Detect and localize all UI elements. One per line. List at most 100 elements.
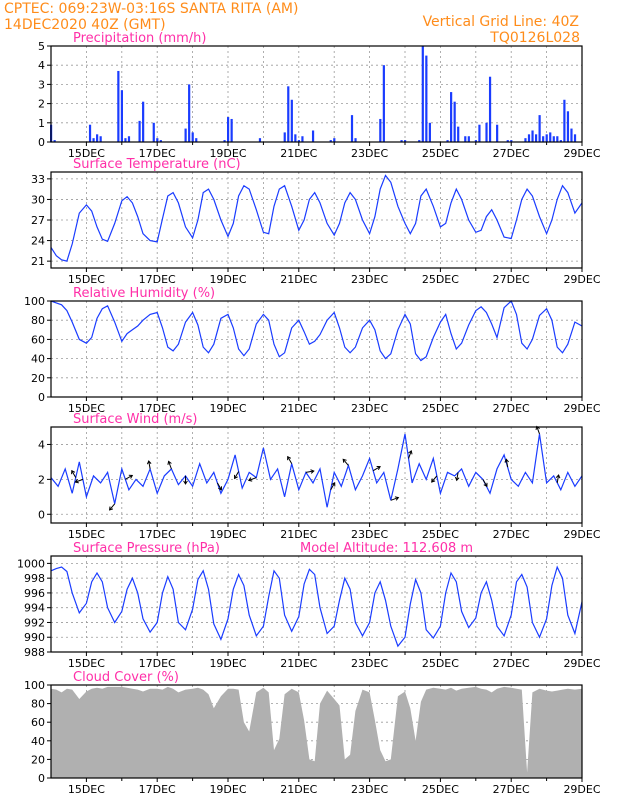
x-tick-label: 21DEC [280,528,317,541]
y-tick-label: 0 [38,136,45,149]
y-tick-label: 60 [31,333,45,346]
header-model-id: TQ0126L028 [489,30,580,46]
precip-bar [510,140,513,142]
precip-bar [488,76,492,142]
precip-bar [457,126,460,142]
precip-bar [534,134,538,142]
x-tick-label: 27DEC [493,528,530,541]
panel-5: Cloud Cover (%) 0 20 40 60 80 100 15DEC 17DEC 19D… [24,670,601,796]
y-tick-label: 992 [24,616,45,629]
precip-bar [195,138,198,142]
precip-bar [138,120,141,142]
series-line [50,433,583,508]
precip-bar [506,140,509,142]
precip-bar [230,118,233,142]
wind-arrow [454,472,460,482]
x-tick-label: 25DEC [422,273,459,286]
x-tick-label: 25DEC [422,657,459,670]
wind-arrow [216,482,222,491]
x-tick-label: 21DEC [280,147,317,160]
panel-3: Surface Wind (m/s) 0 2 4 15DEC 17DEC 19DEC 21DE… [38,412,601,541]
y-tick-label: 40 [31,353,45,366]
y-tick-label: 998 [24,572,45,585]
panel-1: Surface Temperature (nC) 21 24 27 30 33 15DEC 1… [31,157,601,286]
x-tick-label: 19DEC [209,528,246,541]
x-tick-label: 17DEC [139,273,176,286]
series-line [50,174,583,262]
panel-2: Relative Humidity (%) 0 20 40 60 80 100 15DEC 17… [24,286,601,415]
x-tick-label: 29DEC [563,783,600,796]
header-grid-note: Vertical Grid Line: 40Z [423,14,579,30]
precip-bar [156,138,159,142]
y-tick-label: 20 [31,753,45,766]
x-tick-label: 25DEC [422,147,459,160]
wind-arrow [146,460,152,469]
precip-bar [559,140,562,142]
wind-arrow [234,471,240,480]
x-tick-label: 23DEC [351,402,388,415]
x-tick-label: 29DEC [563,657,600,670]
wind-arrow [125,474,134,480]
precip-bar [400,140,403,142]
panel-subtitle: Model Altitude: 112.608 m [300,541,473,556]
y-tick-label: 1000 [17,557,45,570]
x-tick-label: 19DEC [209,783,246,796]
panel-frame [50,45,583,143]
y-tick-label: 30 [31,193,45,206]
panel-title: Surface Pressure (hPa) [73,541,220,556]
x-tick-label: 15DEC [68,657,105,670]
cloud-area [51,686,582,778]
precip-bar [453,101,456,142]
series-line [50,299,583,362]
y-tick-label: 20 [31,372,45,385]
wind-arrow [555,474,561,483]
precip-bar [333,138,336,142]
wind-arrow [287,455,293,464]
panel-frame [50,684,583,779]
precip-bar [117,70,120,142]
y-tick-label: 996 [24,587,45,600]
precip-bar [120,90,123,142]
precip-bar [467,136,470,142]
precip-bar [297,140,300,142]
precip-bar [311,130,315,142]
precip-bar [382,65,385,142]
precip-bar [418,140,421,142]
precip-bar [88,124,92,142]
precip-bar [552,136,555,142]
precip-bar [379,118,382,142]
precip-bar [53,140,56,142]
x-tick-label: 21DEC [280,402,317,415]
panel-title: Surface Temperature (nC) [73,157,241,172]
x-tick-label: 15DEC [68,402,105,415]
x-tick-label: 23DEC [351,273,388,286]
precip-bar [485,122,488,142]
x-tick-label: 23DEC [351,657,388,670]
precip-bar [527,134,531,142]
precip-bar [290,99,293,142]
precip-bar [287,86,290,142]
x-tick-label: 17DEC [139,402,176,415]
precip-bar [464,136,467,142]
wind-arrow [183,475,188,485]
panel-frame [50,300,583,398]
x-tick-label: 17DEC [139,528,176,541]
precip-bar [549,132,552,142]
precip-bar [496,124,499,142]
wind-arrow [482,479,488,488]
x-tick-label: 29DEC [563,273,600,286]
precip-bar [450,92,453,142]
x-tick-label: 15DEC [68,528,105,541]
precip-bar [421,46,424,142]
y-tick-label: 33 [31,173,45,186]
x-tick-label: 27DEC [493,147,530,160]
x-tick-label: 19DEC [209,657,246,670]
x-tick-label: 25DEC [422,528,459,541]
x-tick-label: 29DEC [563,147,600,160]
y-tick-label: 4 [38,438,45,451]
precip-bar [478,124,481,142]
y-tick-label: 4 [38,59,45,72]
y-tick-label: 100 [24,679,45,692]
precip-bar [258,138,262,142]
precip-bar [184,128,187,142]
